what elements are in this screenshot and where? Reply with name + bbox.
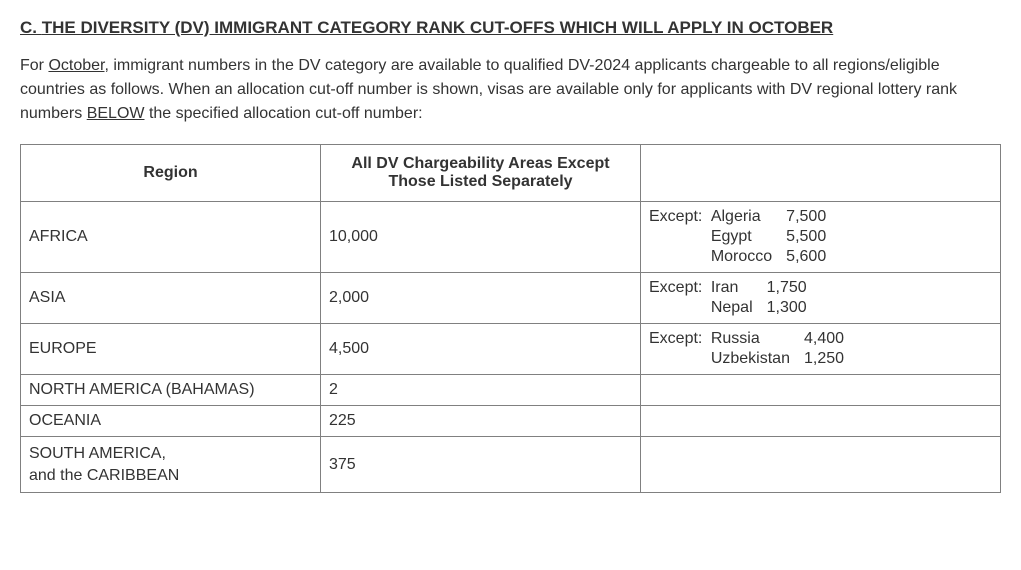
region-cell: EUROPE: [21, 324, 321, 375]
region-cell: OCEANIA: [21, 406, 321, 437]
header-cutoff-line2: Those Listed Separately: [329, 173, 632, 191]
except-country: Russia: [711, 330, 790, 348]
header-region: Region: [21, 145, 321, 202]
intro-segment-3: the specified allocation cut-off number:: [145, 105, 423, 122]
except-country: Egypt: [711, 228, 772, 246]
except-value: 1,300: [767, 299, 807, 317]
except-value: 1,250: [804, 350, 844, 368]
table-row: ASIA 2,000 Except: Iran 1,750 Nepal 1,30…: [21, 273, 1001, 324]
heading-text: THE DIVERSITY (DV) IMMIGRANT CATEGORY RA…: [42, 18, 833, 37]
heading-prefix: C.: [20, 18, 42, 37]
cutoff-cell: 4,500: [321, 324, 641, 375]
dv-cutoff-table: Region All DV Chargeability Areas Except…: [20, 144, 1001, 493]
except-country: Algeria: [711, 208, 772, 226]
exceptions-cell: Except: Iran 1,750 Nepal 1,300: [641, 273, 1001, 324]
region-cell: AFRICA: [21, 202, 321, 273]
except-prefix: Except:: [649, 330, 702, 348]
except-value: 4,400: [804, 330, 844, 348]
except-country: Iran: [711, 279, 753, 297]
region-line1: SOUTH AMERICA,: [29, 443, 312, 465]
except-prefix: Except:: [649, 208, 702, 226]
exceptions-cell: [641, 437, 1001, 493]
header-cutoff-line1: All DV Chargeability Areas Except: [329, 155, 632, 173]
cutoff-cell: 225: [321, 406, 641, 437]
cutoff-cell: 2,000: [321, 273, 641, 324]
table-row: NORTH AMERICA (BAHAMAS) 2: [21, 375, 1001, 406]
cutoff-cell: 2: [321, 375, 641, 406]
cutoff-cell: 375: [321, 437, 641, 493]
intro-segment-1: For: [20, 57, 48, 74]
except-value: 5,600: [786, 248, 826, 266]
table-header-row: Region All DV Chargeability Areas Except…: [21, 145, 1001, 202]
exceptions-cell: [641, 406, 1001, 437]
intro-month: October: [48, 57, 104, 74]
exceptions-cell: Except: Algeria 7,500 Egypt 5,500 Morocc…: [641, 202, 1001, 273]
except-grid: Iran 1,750 Nepal 1,300: [711, 279, 807, 317]
except-country: Nepal: [711, 299, 753, 317]
region-cell: ASIA: [21, 273, 321, 324]
section-heading: C. THE DIVERSITY (DV) IMMIGRANT CATEGORY…: [20, 18, 1001, 38]
exceptions-cell: Except: Russia 4,400 Uzbekistan 1,250: [641, 324, 1001, 375]
intro-below: BELOW: [87, 105, 145, 122]
header-exceptions: [641, 145, 1001, 202]
table-row: OCEANIA 225: [21, 406, 1001, 437]
except-grid: Algeria 7,500 Egypt 5,500 Morocco 5,600: [711, 208, 826, 266]
except-grid: Russia 4,400 Uzbekistan 1,250: [711, 330, 844, 368]
table-row: SOUTH AMERICA, and the CARIBBEAN 375: [21, 437, 1001, 493]
except-country: Morocco: [711, 248, 772, 266]
header-cutoff: All DV Chargeability Areas Except Those …: [321, 145, 641, 202]
except-prefix: Except:: [649, 279, 702, 297]
table-row: AFRICA 10,000 Except: Algeria 7,500 Egyp…: [21, 202, 1001, 273]
region-cell: NORTH AMERICA (BAHAMAS): [21, 375, 321, 406]
except-country: Uzbekistan: [711, 350, 790, 368]
region-cell: SOUTH AMERICA, and the CARIBBEAN: [21, 437, 321, 493]
except-value: 7,500: [786, 208, 826, 226]
region-line2: and the CARIBBEAN: [29, 465, 312, 487]
table-row: EUROPE 4,500 Except: Russia 4,400 Uzbeki…: [21, 324, 1001, 375]
cutoff-cell: 10,000: [321, 202, 641, 273]
except-value: 1,750: [767, 279, 807, 297]
except-value: 5,500: [786, 228, 826, 246]
intro-paragraph: For October, immigrant numbers in the DV…: [20, 54, 1001, 126]
exceptions-cell: [641, 375, 1001, 406]
